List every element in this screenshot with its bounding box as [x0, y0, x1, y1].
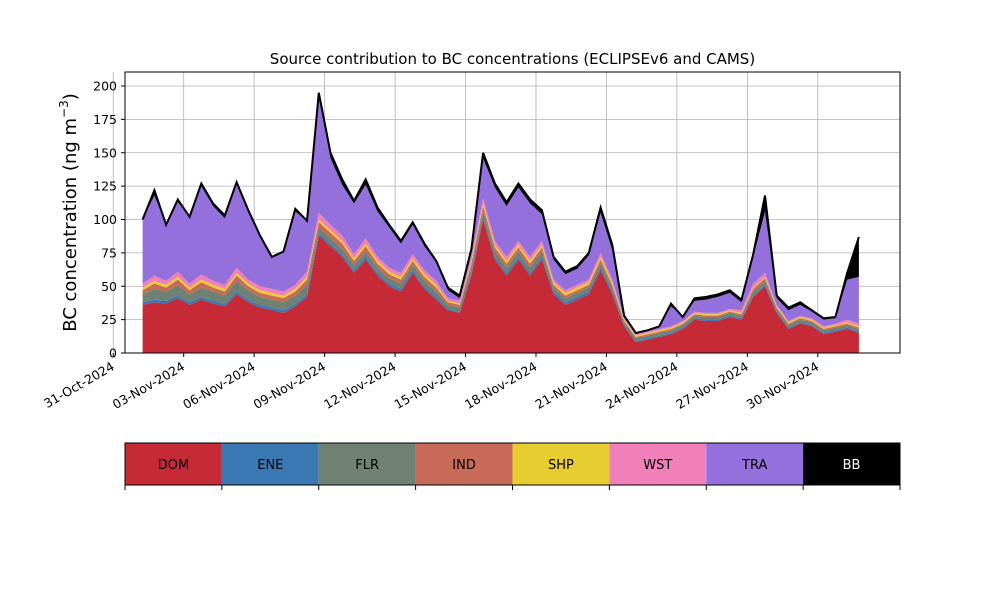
y-axis-label-base: BC concentration (ng m	[60, 118, 81, 332]
legend-swatch-bb	[803, 443, 900, 485]
x-tick-label: 03-Nov-2024	[110, 359, 188, 412]
legend-label-ind: IND	[452, 458, 476, 473]
x-tick-label: 21-Nov-2024	[532, 359, 610, 412]
legend: DOM ENE FLR IND SHP WST TRA BB	[124, 442, 901, 490]
legend-swatch-wst	[609, 443, 707, 485]
x-tick-label: 06-Nov-2024	[180, 359, 258, 412]
y-tick-label: 75	[101, 245, 117, 260]
x-tick-label: 27-Nov-2024	[673, 359, 751, 412]
x-tick-label: 18-Nov-2024	[462, 359, 540, 412]
area-bb	[142, 92, 859, 333]
legend-swatch-tra	[706, 443, 804, 485]
area-dom	[142, 219, 859, 353]
legend-swatch-dom	[125, 443, 222, 485]
x-tick-label: 09-Nov-2024	[251, 359, 329, 412]
legend-label-dom: DOM	[158, 458, 189, 473]
total-line	[141, 92, 860, 335]
stacked-areas	[141, 92, 860, 353]
x-tick-label: 30-Nov-2024	[744, 359, 822, 412]
legend-label-shp: SHP	[548, 458, 574, 473]
y-tick-label: 150	[93, 145, 117, 160]
legend-label-tra: TRA	[741, 458, 767, 473]
y-axis-label: BC concentration (ng m−3)	[57, 93, 81, 332]
x-tick-label: 24-Nov-2024	[603, 359, 681, 412]
y-tick-label: 25	[101, 312, 117, 327]
plot-frame	[124, 71, 901, 354]
y-tick-label: 100	[93, 212, 117, 227]
x-tick-label: 12-Nov-2024	[321, 359, 399, 412]
legend-label-ene: ENE	[257, 458, 283, 473]
legend-swatch-flr	[318, 443, 416, 485]
axes	[124, 71, 901, 354]
area-tra	[142, 98, 859, 335]
y-tick-label: 200	[93, 79, 117, 94]
legend-label-bb: BB	[843, 458, 861, 473]
legend-label-flr: FLR	[355, 458, 379, 473]
x-tick-label: 31-Oct-2024	[41, 359, 117, 411]
legend-label-wst: WST	[643, 458, 672, 473]
y-axis-label-exponent: −3	[57, 100, 71, 118]
legend-swatch-ene	[221, 443, 319, 485]
y-axis-label-close: )	[60, 93, 81, 100]
y-tick-label: 175	[93, 112, 117, 127]
x-tick-label: 15-Nov-2024	[392, 359, 470, 412]
legend-swatch-shp	[512, 443, 610, 485]
legend-swatch-ind	[415, 443, 513, 485]
chart-title: Source contribution to BC concentrations…	[270, 50, 755, 68]
y-tick-label: 125	[93, 179, 117, 194]
y-tick-label: 50	[101, 279, 117, 294]
